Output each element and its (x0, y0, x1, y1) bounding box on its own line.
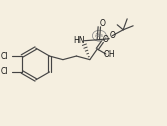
Text: HN: HN (74, 36, 85, 45)
Text: Cl: Cl (0, 67, 8, 76)
Text: O: O (109, 31, 115, 40)
Text: O: O (102, 35, 108, 44)
Text: OH: OH (104, 50, 116, 58)
Text: Abs: Abs (95, 33, 104, 38)
Text: Cl: Cl (0, 52, 8, 60)
Text: O: O (99, 19, 105, 28)
